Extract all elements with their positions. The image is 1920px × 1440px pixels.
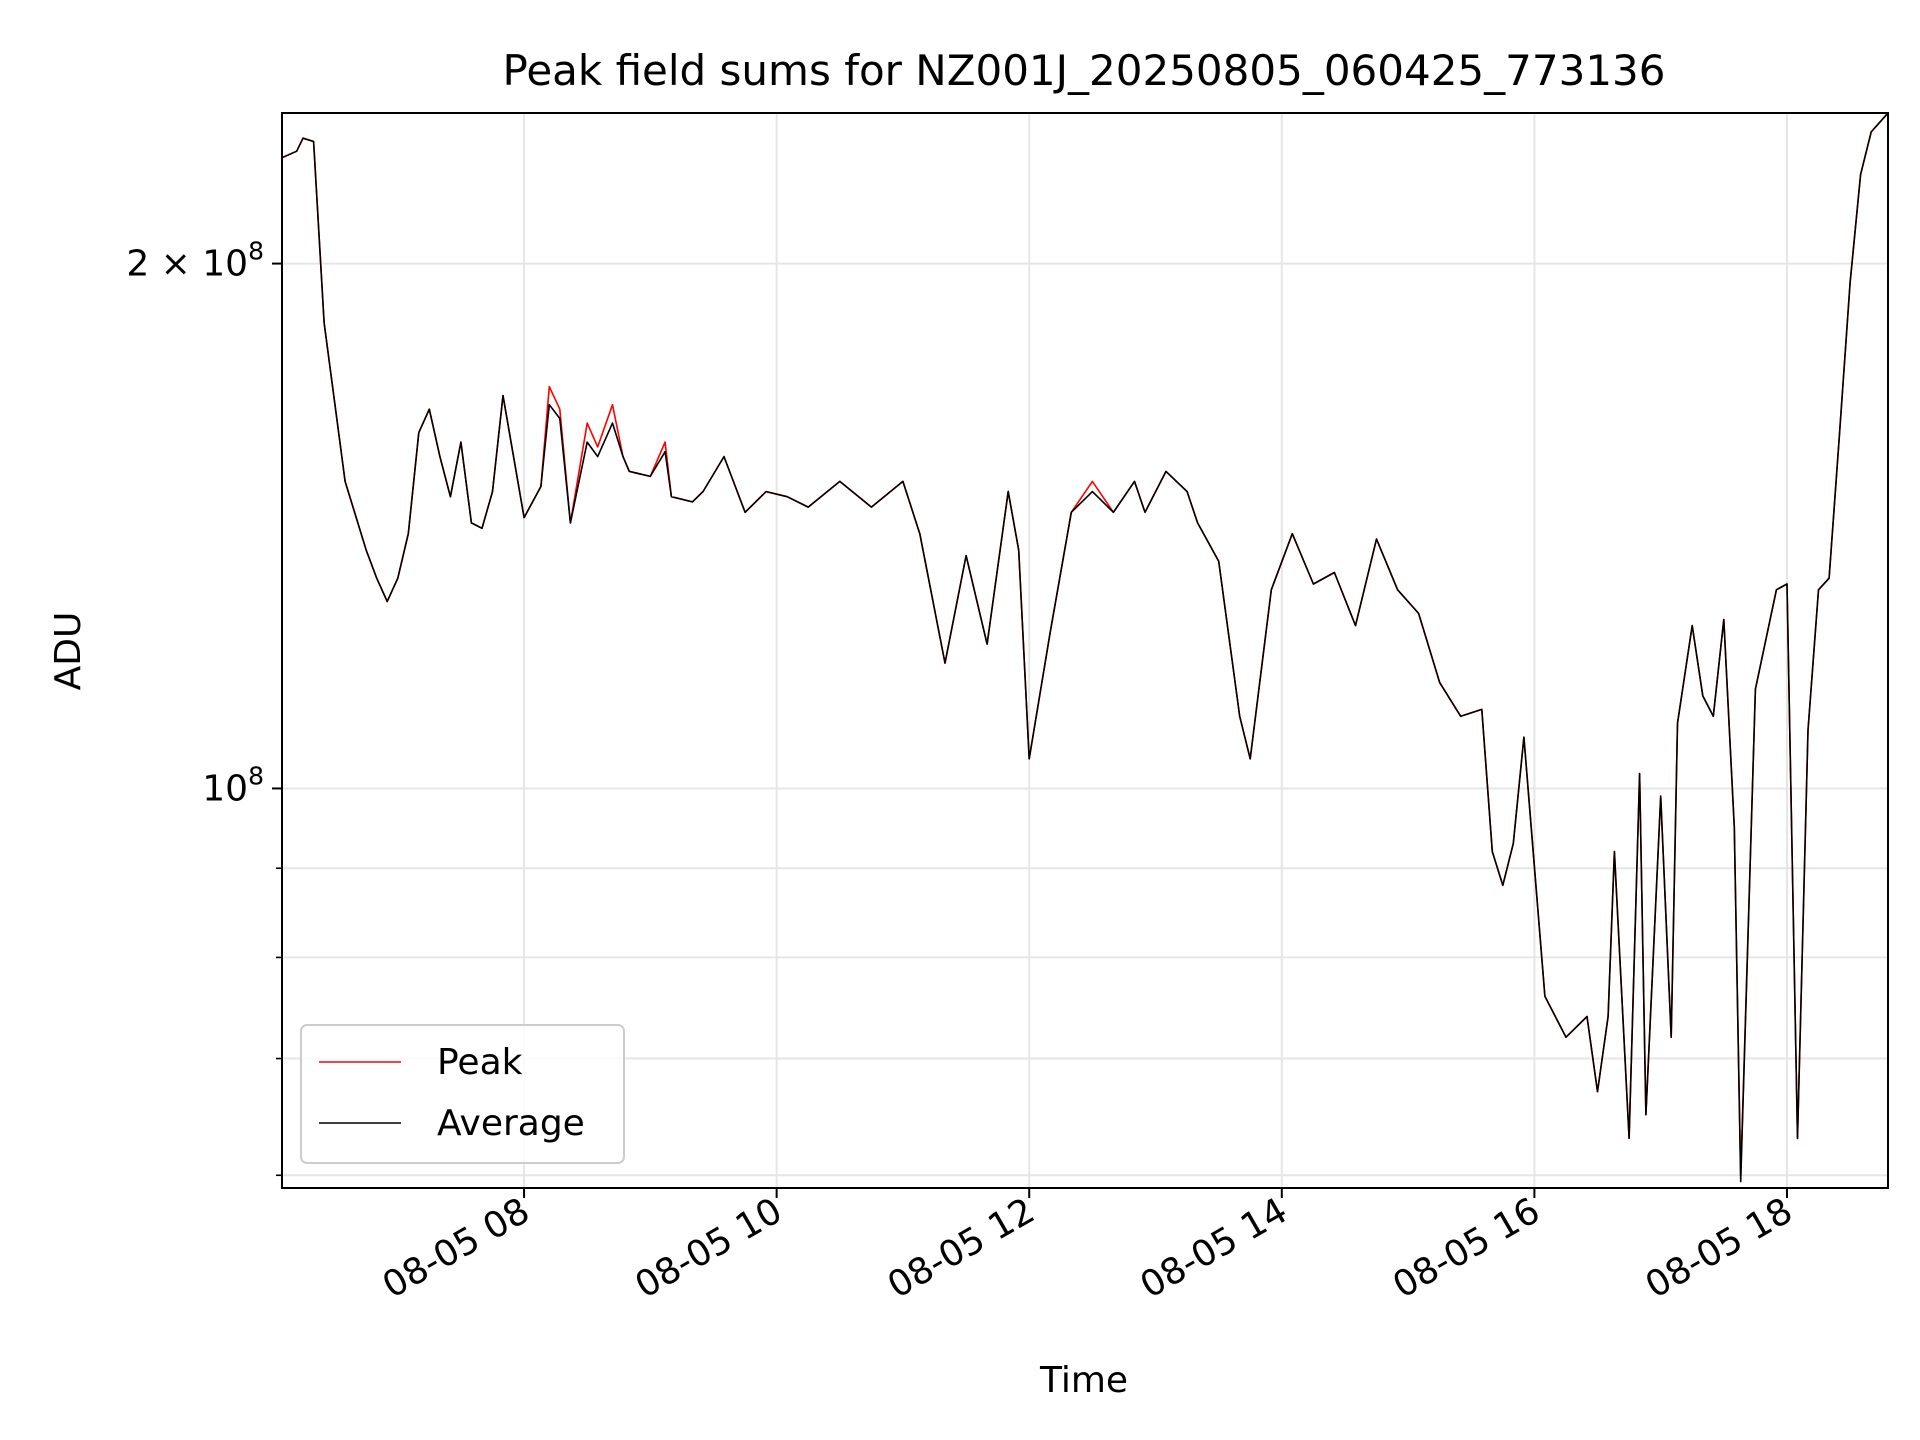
- x-axis-label: Time: [1039, 1360, 1128, 1401]
- y-tick-exponent: 8: [248, 761, 264, 790]
- series-layer: [282, 113, 1888, 1183]
- y-tick-label: 2 × 108: [126, 237, 264, 285]
- y-axis-label: ADU: [48, 612, 89, 691]
- plot-frame: [281, 112, 1889, 1189]
- gridlines: [282, 113, 1888, 1188]
- series-line-average: [282, 113, 1888, 1183]
- legend-box: [300, 1024, 625, 1164]
- y-tick-base: 10: [202, 244, 248, 285]
- y-tick-mantissa: 2: [126, 244, 149, 285]
- legend-average-label: Average: [437, 1103, 585, 1144]
- y-tick-exponent: 8: [248, 237, 264, 266]
- legend: Peak Average: [300, 1024, 625, 1164]
- legend-peak-label: Peak: [437, 1042, 523, 1083]
- y-tick-base: 10: [202, 768, 248, 809]
- y-tick-label: 108: [202, 761, 264, 809]
- chart-title: Peak field sums for NZ001J_20250805_0604…: [503, 46, 1666, 95]
- y-tick-times: ×: [149, 244, 202, 285]
